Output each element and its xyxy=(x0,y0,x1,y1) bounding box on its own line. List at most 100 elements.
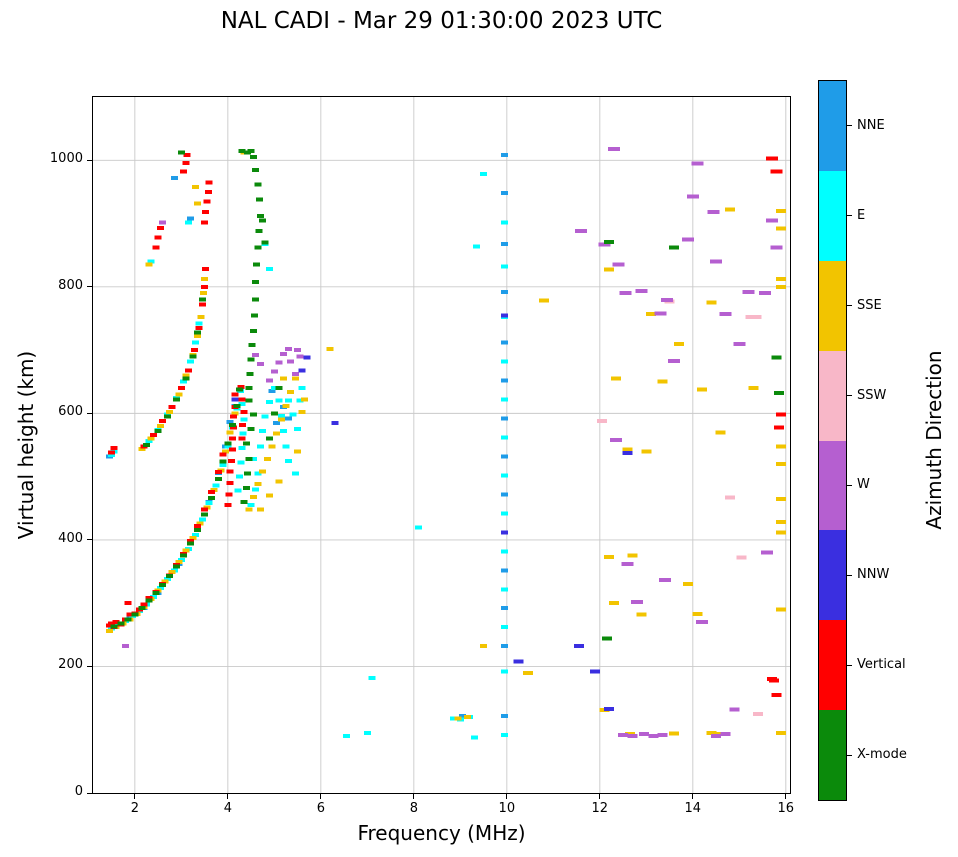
data-point-Vertical xyxy=(237,384,245,389)
data-point-Vertical xyxy=(238,436,246,441)
data-point-SSE xyxy=(194,334,202,339)
data-point-W xyxy=(761,550,774,555)
data-point-SSE xyxy=(175,560,183,565)
data-point-W xyxy=(280,351,288,356)
data-point-E xyxy=(501,397,509,402)
data-point-Vertical xyxy=(201,507,209,512)
data-point-SSE xyxy=(776,461,787,466)
data-point-W xyxy=(635,289,648,294)
data-point-Vertical xyxy=(770,169,783,174)
data-point-Vertical xyxy=(224,503,232,508)
data-point-Vertical xyxy=(149,432,157,437)
data-point-W xyxy=(733,341,746,346)
x-tick-label: 2 xyxy=(130,801,139,816)
data-point-W xyxy=(296,354,304,359)
data-point-E xyxy=(256,444,264,449)
data-point-E xyxy=(282,444,290,449)
data-point-E xyxy=(449,716,457,721)
data-point-SSE xyxy=(201,277,209,282)
data-point-E xyxy=(501,435,509,440)
data-point-W xyxy=(284,346,292,351)
plot-canvas xyxy=(93,97,790,793)
data-point-E xyxy=(180,379,188,384)
data-point-SSE xyxy=(522,670,533,675)
data-point-W xyxy=(696,620,709,625)
data-point-E xyxy=(501,549,509,554)
data-point-W xyxy=(710,259,723,264)
data-point-W xyxy=(252,353,260,358)
data-point-W xyxy=(631,599,644,604)
data-point-Vertical xyxy=(228,458,236,463)
data-point-NNE xyxy=(501,378,509,383)
data-point-E xyxy=(254,471,262,476)
data-point-E xyxy=(237,460,245,465)
data-point-SSE xyxy=(669,731,680,736)
data-point-X-mode xyxy=(250,313,258,318)
data-point-W xyxy=(654,311,667,316)
data-point-E xyxy=(219,463,227,468)
data-point-X-mode xyxy=(182,376,190,381)
data-point-NNE xyxy=(226,420,234,425)
colorbar-tick xyxy=(847,305,852,307)
data-point-SSE xyxy=(604,554,615,559)
data-point-SSE xyxy=(776,730,787,735)
data-point-X-mode xyxy=(252,297,260,302)
data-point-SSE xyxy=(480,644,488,649)
data-point-SSE xyxy=(715,430,726,435)
data-point-SSE xyxy=(222,449,230,454)
data-point-X-mode xyxy=(117,621,125,626)
y-tick-label: 0 xyxy=(74,784,83,799)
data-point-Vertical xyxy=(194,523,202,528)
data-point-NNW xyxy=(231,397,239,402)
data-point-X-mode xyxy=(228,422,236,427)
data-point-NNE xyxy=(501,713,509,718)
data-point-Vertical xyxy=(226,480,234,485)
data-point-E xyxy=(501,359,509,364)
data-point-SSE xyxy=(282,403,290,408)
data-point-E xyxy=(275,398,283,403)
data-point-E xyxy=(240,417,248,422)
data-point-SSW xyxy=(752,711,763,716)
data-point-Vertical xyxy=(159,418,167,423)
data-point-NNE xyxy=(501,416,509,421)
data-point-W xyxy=(682,237,695,242)
colorbar-category-label: W xyxy=(857,477,870,493)
data-point-X-mode xyxy=(124,617,132,622)
data-point-W xyxy=(742,289,755,294)
data-point-X-mode xyxy=(259,218,267,223)
data-point-E xyxy=(238,446,246,451)
data-point-E xyxy=(501,625,509,630)
data-point-X-mode xyxy=(247,148,255,153)
data-point-SSE xyxy=(191,184,199,189)
data-point-SSE xyxy=(641,449,652,454)
x-tick xyxy=(413,794,415,799)
data-point-W xyxy=(658,577,671,582)
data-point-SSE xyxy=(326,346,334,351)
data-point-SSW xyxy=(597,418,608,423)
data-point-E xyxy=(363,730,371,735)
data-point-SSE xyxy=(776,226,787,231)
y-tick-label: 200 xyxy=(58,657,83,673)
data-point-Vertical xyxy=(198,302,206,307)
data-point-SSE xyxy=(275,479,283,484)
data-point-SSE xyxy=(454,716,462,721)
data-point-E xyxy=(266,267,274,272)
data-point-NNW xyxy=(501,530,509,535)
data-point-SSE xyxy=(622,447,633,452)
data-point-NNW xyxy=(590,669,601,674)
data-point-SSE xyxy=(145,262,153,267)
data-point-SSE xyxy=(156,424,164,429)
data-point-Vertical xyxy=(190,348,198,353)
data-point-Vertical xyxy=(773,425,784,430)
data-point-E xyxy=(187,359,195,364)
data-point-E xyxy=(501,264,509,269)
data-point-SSE xyxy=(776,496,787,501)
data-point-SSE xyxy=(231,411,239,416)
data-point-W xyxy=(610,437,623,442)
data-point-Vertical xyxy=(202,210,210,215)
data-point-X-mode xyxy=(252,279,260,284)
data-point-X-mode xyxy=(215,477,223,482)
x-tick-label: 10 xyxy=(498,801,516,816)
data-point-E xyxy=(294,427,302,432)
